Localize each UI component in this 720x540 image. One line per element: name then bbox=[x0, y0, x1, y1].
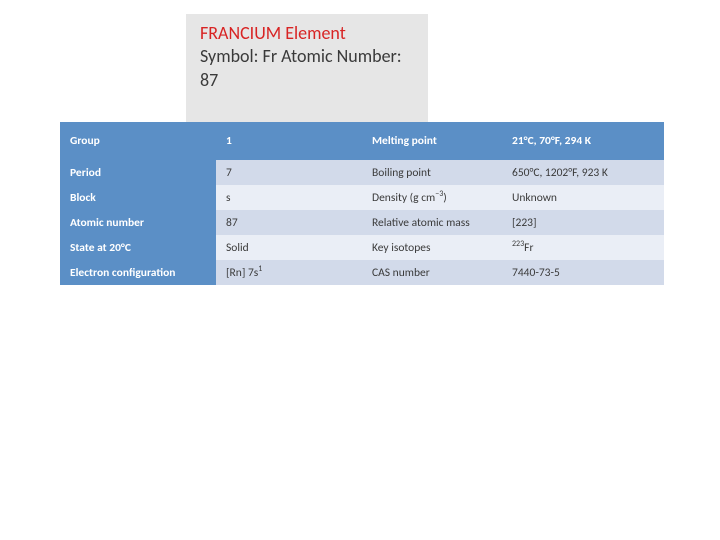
row-value: 87 bbox=[216, 210, 362, 235]
row-label2: Key isotopes bbox=[362, 235, 502, 260]
header-cell-melting: Melting point bbox=[362, 122, 502, 160]
header-cell-melting-value: 21°C, 70°F, 294 K bbox=[502, 122, 664, 160]
row-label2: Relative atomic mass bbox=[362, 210, 502, 235]
table-row: State at 20°C Solid Key isotopes 223Fr bbox=[60, 235, 664, 260]
header-cell-group-value: 1 bbox=[216, 122, 362, 160]
table-row: Block s Density (g cm−3) Unknown bbox=[60, 185, 664, 210]
table-row: Electron configuration [Rn] 7s1 CAS numb… bbox=[60, 260, 664, 285]
row-value2: Unknown bbox=[502, 185, 664, 210]
title-symbol-atomic: Symbol: Fr Atomic Number: 87 bbox=[200, 45, 414, 92]
row-label: Electron configuration bbox=[60, 260, 216, 285]
row-label: State at 20°C bbox=[60, 235, 216, 260]
row-label: Atomic number bbox=[60, 210, 216, 235]
row-value2: 650°C, 1202°F, 923 K bbox=[502, 160, 664, 185]
table-row: Atomic number 87 Relative atomic mass [2… bbox=[60, 210, 664, 235]
element-properties-table: Group 1 Melting point 21°C, 70°F, 294 K … bbox=[60, 122, 664, 285]
row-value: Solid bbox=[216, 235, 362, 260]
row-label: Period bbox=[60, 160, 216, 185]
table-header-row: Group 1 Melting point 21°C, 70°F, 294 K bbox=[60, 122, 664, 160]
title-box: FRANCIUM Element Symbol: Fr Atomic Numbe… bbox=[186, 14, 428, 122]
header-cell-group: Group bbox=[60, 122, 216, 160]
row-label: Block bbox=[60, 185, 216, 210]
row-value: [Rn] 7s1 bbox=[216, 260, 362, 285]
row-value: 7 bbox=[216, 160, 362, 185]
table-row: Period 7 Boiling point 650°C, 1202°F, 92… bbox=[60, 160, 664, 185]
row-value2: 7440-73-5 bbox=[502, 260, 664, 285]
row-value2: 223Fr bbox=[502, 235, 664, 260]
row-label2: Boiling point bbox=[362, 160, 502, 185]
row-label2: Density (g cm−3) bbox=[362, 185, 502, 210]
row-value2: [223] bbox=[502, 210, 664, 235]
row-value: s bbox=[216, 185, 362, 210]
row-label2: CAS number bbox=[362, 260, 502, 285]
title-element-name: FRANCIUM Element bbox=[200, 22, 414, 45]
